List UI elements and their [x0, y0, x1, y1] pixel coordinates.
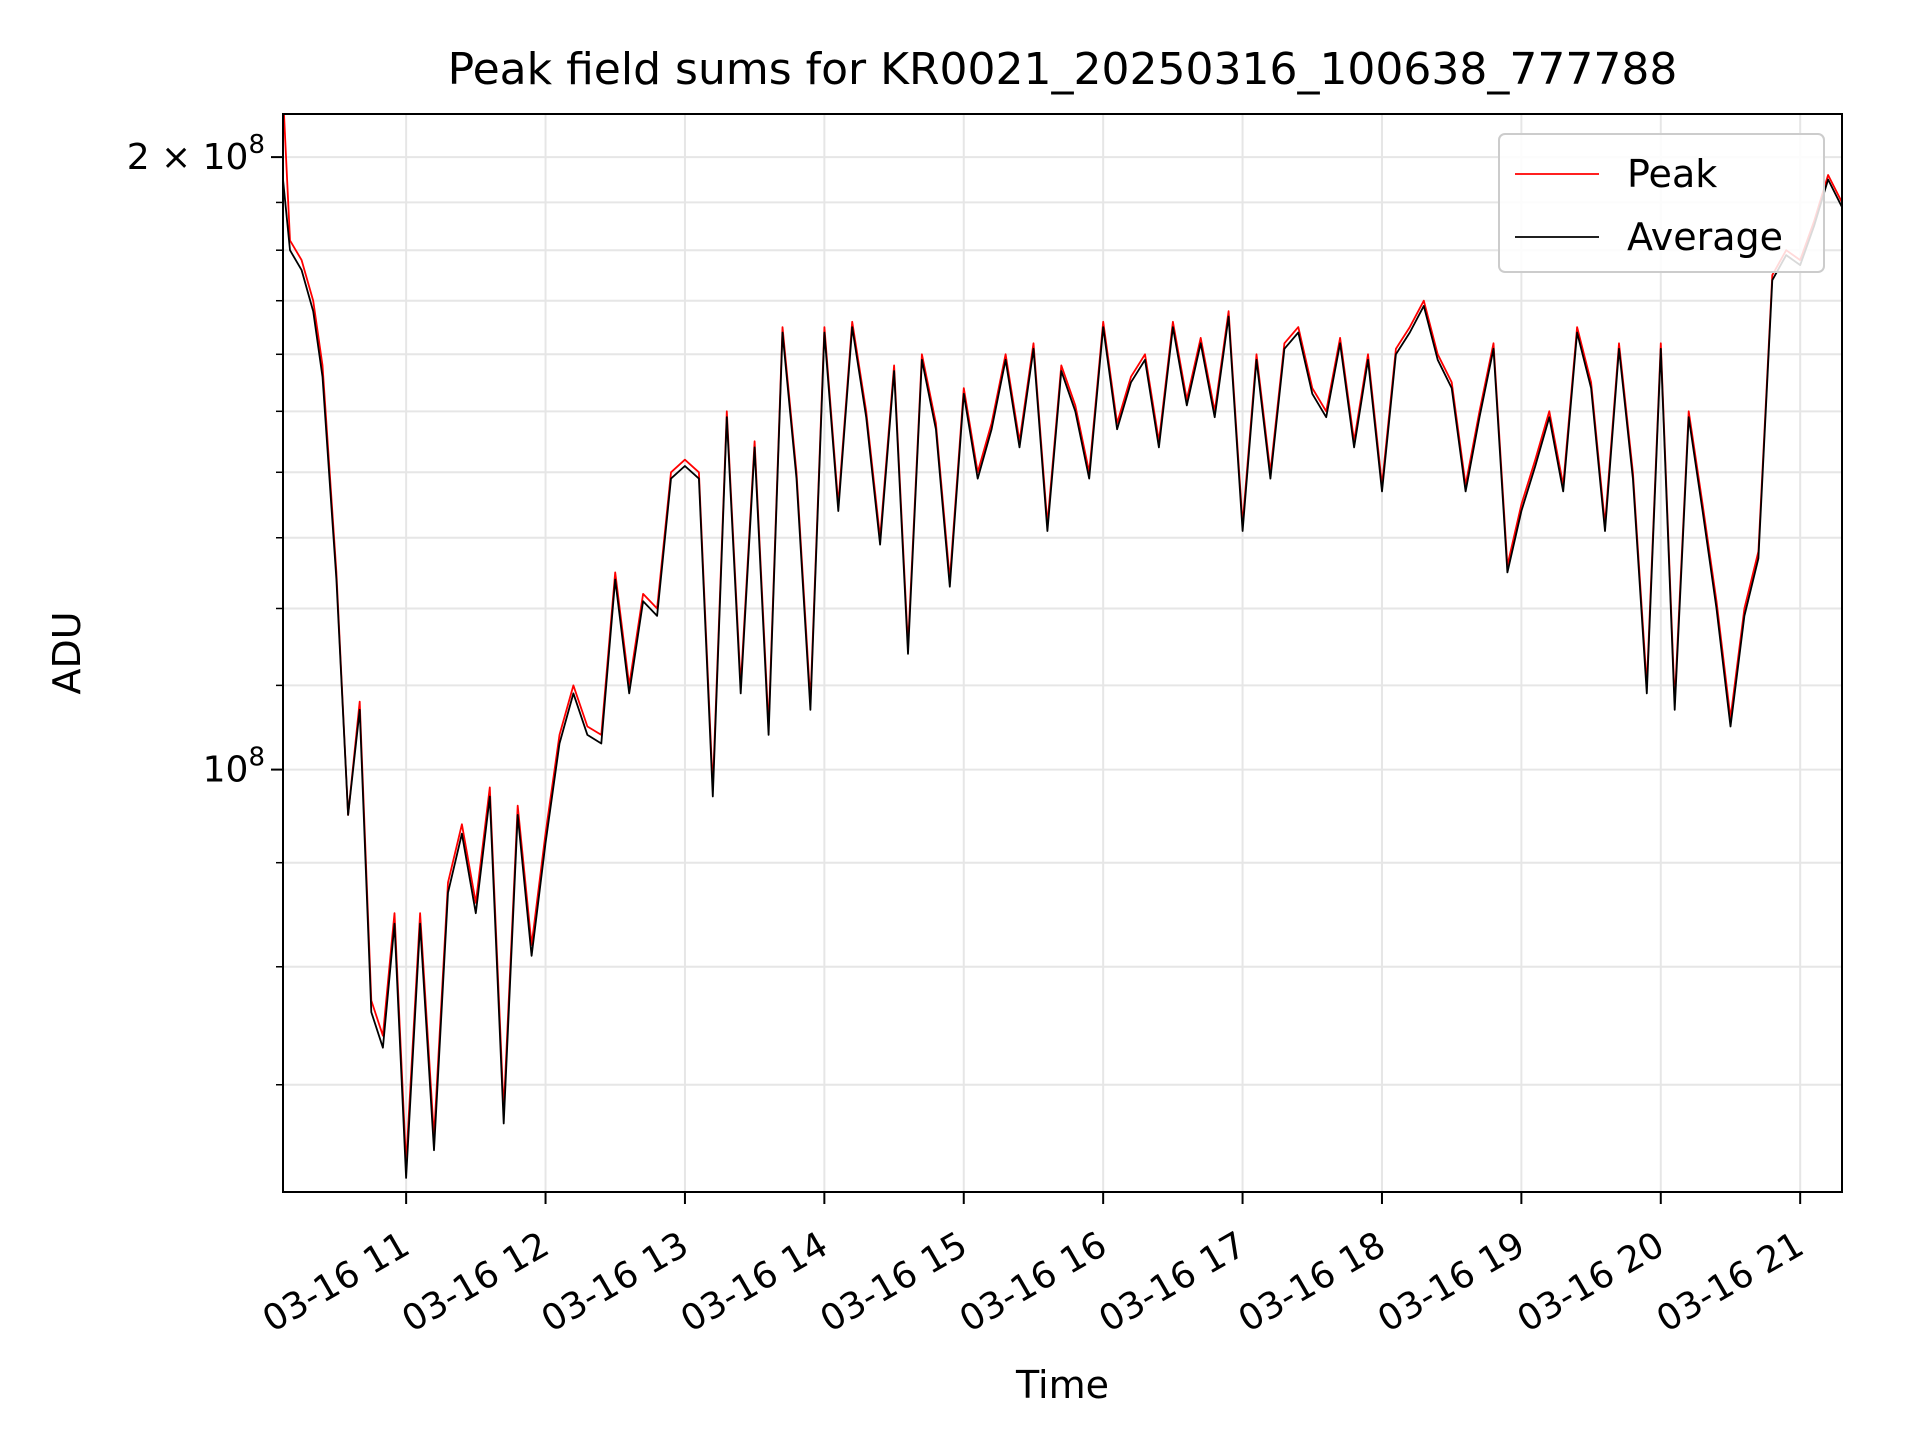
- average-series-line: [283, 178, 1842, 1179]
- y-tick-label: 2 × 108: [127, 130, 265, 178]
- plot-frame: [282, 113, 1843, 1193]
- legend: Peak Average: [1498, 133, 1825, 273]
- y-axis-label: ADU: [45, 611, 89, 694]
- legend-label: Average: [1627, 215, 1783, 259]
- series-lines: [283, 114, 1842, 1179]
- x-axis-label: Time: [1015, 1363, 1109, 1407]
- y-tick-label: 108: [203, 743, 265, 791]
- chart-title: Peak field sums for KR0021_20250316_1006…: [448, 44, 1678, 95]
- legend-label: Peak: [1627, 152, 1717, 196]
